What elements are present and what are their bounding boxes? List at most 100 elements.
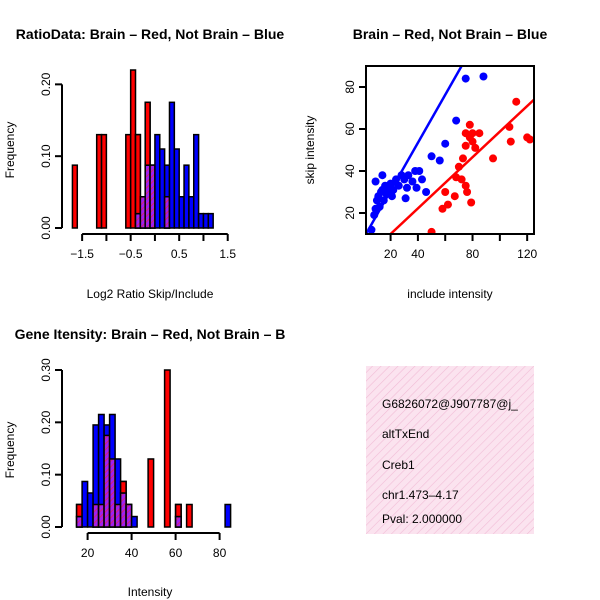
- y-tick-label: 20: [343, 206, 357, 220]
- bar-brain-top: [144, 101, 151, 166]
- point-brain: [468, 129, 477, 138]
- point-not-brain: [422, 188, 431, 196]
- bar-not-brain: [207, 212, 214, 229]
- y-tick-label: 0.00: [39, 515, 53, 539]
- point-not-brain: [435, 156, 444, 165]
- bar-not-brain: [86, 492, 94, 528]
- x-tick-label: −1.5: [70, 247, 94, 261]
- bar-brain: [185, 503, 193, 528]
- bar-overlap: [119, 492, 127, 528]
- y-tick-label: 0.10: [39, 144, 53, 168]
- bar-brain: [163, 369, 171, 528]
- bar-overlap: [108, 458, 116, 528]
- info-box-background: [366, 366, 534, 534]
- x-tick-label: 80: [213, 546, 227, 560]
- y-tick-label: 80: [343, 80, 357, 94]
- ratio-histogram-title: RatioData: Brain – Red, Not Brain – Blue: [16, 26, 285, 42]
- bar-brain-top: [119, 480, 127, 494]
- gene-histogram-bars: [75, 369, 232, 528]
- y-tick-label: 60: [343, 122, 357, 136]
- x-tick-label: 60: [169, 546, 183, 560]
- bar-brain-top: [134, 133, 142, 215]
- point-not-brain: [408, 177, 417, 186]
- bar-overlap: [103, 434, 111, 528]
- point-brain: [475, 129, 484, 138]
- x-tick-label: 20: [384, 247, 398, 261]
- point-not-brain: [415, 167, 424, 175]
- score-text: chr1.473–4.17: [382, 488, 459, 502]
- ratio-histogram-ylabel: Frequency: [3, 122, 17, 179]
- point-not-brain: [479, 72, 488, 81]
- point-brain: [468, 137, 477, 146]
- point-brain: [471, 143, 480, 152]
- y-tick-label: 0.10: [39, 463, 53, 487]
- y-tick-label: 40: [343, 164, 357, 178]
- plot-frame: [365, 65, 535, 235]
- y-tick-label: 0.20: [39, 72, 53, 96]
- ratio-histogram-axes: −1.5 −0.5 0.5 1.5 0.00 0.10 0.20: [39, 72, 236, 261]
- ratio-histogram-xlabel: Log2 Ratio Skip/Include: [87, 287, 214, 301]
- point-not-brain: [412, 183, 421, 192]
- point-brain: [427, 227, 436, 234]
- bar-not-brain: [173, 148, 180, 229]
- bar-overlap: [97, 503, 105, 528]
- x-tick-label: 20: [81, 546, 95, 560]
- point-brain: [458, 154, 467, 163]
- gene-histogram-xlabel: Intensity: [128, 585, 173, 599]
- point-brain: [467, 198, 476, 207]
- point-not-brain: [401, 194, 410, 203]
- point-brain: [461, 181, 470, 190]
- x-tick-label: 40: [411, 247, 425, 261]
- x-tick-label: 1.5: [219, 247, 236, 261]
- point-brain: [443, 200, 452, 209]
- bar-brain: [71, 164, 79, 229]
- fit-line-brain: [389, 98, 534, 234]
- bar-not-brain: [81, 480, 89, 528]
- bar-brain-top: [75, 503, 83, 518]
- bar-brain: [100, 133, 108, 229]
- gene-intensity-panel: Gene Itensity: Brain – Red, Not Brain – …: [3, 326, 285, 599]
- point-not-brain: [378, 171, 387, 180]
- point-brain: [506, 137, 515, 146]
- point-not-brain: [404, 171, 413, 180]
- point-brain: [438, 204, 447, 213]
- fit-line-not-brain: [366, 66, 463, 234]
- scatter-xlabel: include intensity: [407, 287, 492, 301]
- point-brain: [489, 154, 498, 163]
- point-brain: [457, 175, 466, 184]
- point-not-brain: [394, 181, 403, 190]
- bar-overlap: [75, 515, 83, 528]
- intensity-scatter-panel: Brain – Red, Not Brain – Blue include in…: [303, 26, 547, 301]
- bar-not-brain: [224, 503, 232, 528]
- point-not-brain: [427, 152, 436, 161]
- y-tick-label: 0.30: [39, 358, 53, 382]
- bar-overlap: [92, 503, 100, 528]
- scatter-axes: 20 40 80 120 20 40 60 80: [343, 65, 538, 261]
- gene-histogram-title: Gene Itensity: Brain – Red, Not Brain – …: [15, 326, 286, 342]
- point-brain: [463, 188, 472, 196]
- x-tick-label: −0.5: [119, 247, 143, 261]
- point-brain: [441, 188, 450, 196]
- point-brain: [461, 141, 470, 150]
- y-tick-label: 0.00: [39, 216, 53, 240]
- point-brain: [450, 192, 459, 201]
- gene-name-text: Creb1: [382, 458, 415, 472]
- point-not-brain: [371, 177, 380, 186]
- point-not-brain: [452, 116, 461, 125]
- event-type-text: altTxEnd: [382, 427, 429, 441]
- point-brain: [525, 135, 534, 144]
- scatter-plot-area: [366, 66, 534, 234]
- bar-overlap: [114, 503, 122, 528]
- bar-overlap: [174, 515, 182, 528]
- point-not-brain: [418, 175, 426, 184]
- scatter-title: Brain – Red, Not Brain – Blue: [353, 26, 548, 42]
- bar-brain-top: [174, 503, 182, 518]
- x-tick-label: 0.5: [171, 247, 188, 261]
- pval-text: Pval: 2.000000: [382, 512, 462, 526]
- gene-histogram-axes: 20 40 60 80 0.00 0.10 0.20 0.30: [39, 358, 227, 560]
- y-tick-label: 0.20: [39, 410, 53, 434]
- x-tick-label: 80: [466, 247, 480, 261]
- point-not-brain: [461, 74, 470, 83]
- point-not-brain: [441, 139, 450, 148]
